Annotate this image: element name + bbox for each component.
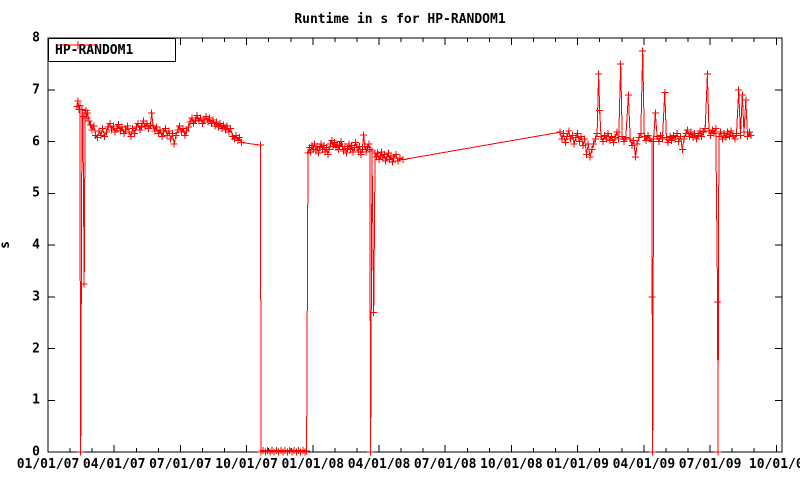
y-tick-label: 7	[32, 82, 40, 98]
y-tick-label: 8	[32, 30, 40, 46]
legend-sample-line	[58, 41, 98, 49]
series-markers	[73, 47, 755, 456]
axis-ticks	[47, 37, 782, 453]
x-tick-label: 10/01/0	[748, 457, 800, 472]
x-tick-label: 07/01/08	[413, 457, 477, 472]
chart-title: Runtime in s for HP-RANDOM1	[294, 12, 506, 27]
x-tick-label: 01/01/09	[546, 457, 609, 472]
y-tick-label: 1	[32, 392, 40, 408]
legend: HP-RANDOM1	[48, 38, 176, 62]
x-tick-label: 10/01/07	[215, 457, 278, 472]
x-tick-label: 07/01/07	[149, 457, 212, 472]
series-line	[76, 50, 752, 454]
x-tick-label: 07/01/09	[678, 457, 742, 472]
y-tick-label: 6	[32, 134, 40, 149]
x-tick-label: 10/01/08	[480, 457, 543, 472]
y-tick-label: 3	[32, 289, 40, 305]
y-tick-label: 0	[32, 444, 40, 460]
x-tick-label: 04/01/09	[612, 457, 676, 472]
y-tick-label: 4	[32, 237, 40, 253]
plot-border	[47, 37, 783, 453]
x-tick-label: 01/01/08	[281, 457, 345, 472]
x-tick-label: 04/01/07	[82, 457, 146, 472]
x-tick-label: 04/01/08	[347, 457, 411, 472]
x-tick-label: 01/01/07	[16, 457, 80, 472]
y-tick-label: 2	[32, 341, 40, 356]
legend-plus-marker-icon	[74, 41, 82, 49]
y-tick-label: 5	[32, 185, 40, 201]
legend-series-label: HP-RANDOM1	[55, 42, 134, 58]
